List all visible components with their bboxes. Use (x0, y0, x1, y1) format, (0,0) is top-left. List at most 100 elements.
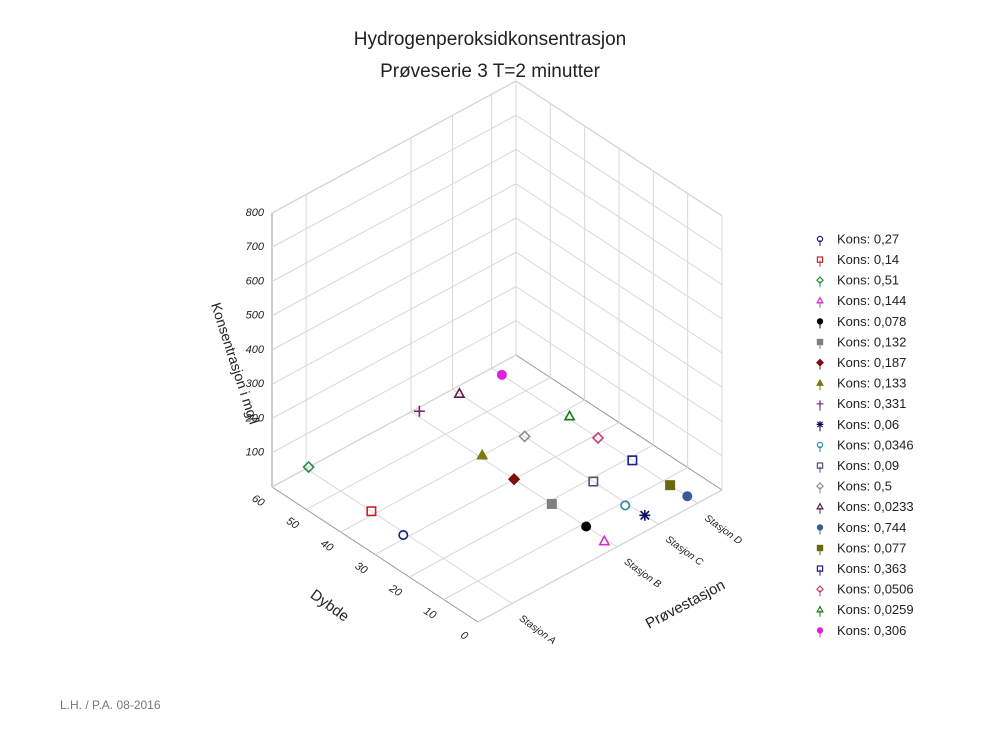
marker-shape (816, 276, 824, 285)
marker-shape (581, 521, 592, 532)
marker (496, 369, 507, 380)
marker (816, 482, 824, 491)
legend-label: Kons: 0,14 (837, 252, 899, 267)
marker (816, 565, 824, 572)
z-tick-label: 800 (246, 207, 265, 219)
legend-item: Kons: 0,132 (816, 334, 906, 349)
marker (816, 235, 824, 243)
marker (816, 524, 824, 531)
marker-shape (507, 473, 521, 486)
z-tick-label: 600 (246, 275, 265, 287)
marker (476, 448, 489, 460)
grid-line (515, 286, 723, 422)
legend-label: Kons: 0,06 (837, 417, 899, 432)
legend-label: Kons: 0,133 (837, 376, 906, 391)
legend-label: Kons: 0,0346 (837, 437, 914, 452)
grid-line (271, 149, 517, 282)
marker-shape (496, 369, 507, 380)
z-tick-label: 400 (246, 344, 265, 356)
y-tick-label: 50 (284, 515, 302, 532)
marker (591, 431, 605, 445)
marker (816, 338, 824, 346)
marker (816, 605, 824, 613)
legend-label: Kons: 0,0233 (837, 499, 914, 514)
grid-line (515, 251, 723, 388)
z-tick-label: 200 (245, 412, 265, 424)
marker (816, 296, 824, 304)
marker-shape (816, 482, 824, 491)
marker (627, 455, 638, 466)
legend-item: Kons: 0,144 (816, 293, 906, 308)
legend-label: Kons: 0,5 (837, 479, 892, 494)
grid-line (515, 320, 723, 457)
grid-line (515, 80, 723, 217)
legend-item: Kons: 0,5 (816, 479, 892, 494)
legend-label: Kons: 0,144 (837, 293, 906, 308)
marker-shape (588, 476, 599, 487)
marker (366, 506, 377, 517)
chart-title: Hydrogenperoksidkonsentrasjon (354, 29, 627, 50)
grid-line (409, 444, 654, 578)
marker-shape (816, 502, 824, 510)
legend-item: Kons: 0,0346 (816, 437, 914, 452)
marker-shape (453, 387, 466, 398)
marker-shape (816, 256, 824, 263)
legend-item: Kons: 0,0506 (816, 582, 914, 597)
y-tick-label: 20 (386, 582, 404, 600)
marker-shape (816, 462, 824, 469)
grid-line (271, 286, 517, 419)
legend-label: Kons: 0,27 (837, 231, 899, 246)
grid-line (271, 80, 517, 214)
legend-item: Kons: 0,078 (816, 314, 906, 329)
legend-label: Kons: 0,077 (837, 540, 906, 555)
x-tick-label: Stasjon D (702, 513, 744, 547)
legend-item: Kons: 0,331 (816, 396, 906, 411)
legend-label: Kons: 0,078 (837, 314, 906, 329)
marker-shape (563, 409, 576, 421)
marker-shape (413, 405, 425, 417)
legend-item: Kons: 0,0233 (816, 499, 914, 514)
marker (816, 544, 824, 552)
marker (816, 462, 824, 469)
y-tick-label: 40 (318, 538, 336, 555)
marker (816, 627, 824, 634)
marker-shape (366, 506, 377, 517)
legend-item: Kons: 0,363 (816, 561, 906, 576)
legend-label: Kons: 0,0259 (837, 602, 914, 617)
marker-shape (816, 565, 824, 572)
legend-item: Kons: 0,06 (816, 417, 899, 432)
legend-label: Kons: 0,0506 (837, 582, 914, 597)
marker (682, 491, 693, 502)
z-tick-label: 700 (246, 241, 265, 253)
z-tick-label: 500 (246, 310, 265, 322)
legend-item: Kons: 0,306 (816, 623, 906, 638)
legend-label: Kons: 0,744 (837, 520, 906, 535)
legend-label: Kons: 0,306 (837, 623, 906, 638)
marker-shape (627, 455, 638, 466)
grid-line (340, 399, 585, 533)
marker (588, 476, 599, 487)
legend-item: Kons: 0,51 (816, 273, 899, 288)
x-tick-label: Stasjon C (663, 534, 705, 569)
legend-label: Kons: 0,187 (837, 355, 906, 370)
marker-shape (816, 296, 824, 304)
marker-shape (816, 318, 824, 325)
y-tick-label: 0 (458, 629, 470, 643)
grid-line (271, 217, 517, 351)
legend-label: Kons: 0,363 (837, 561, 906, 576)
marker-shape (665, 480, 676, 491)
legend-item: Kons: 0,077 (816, 540, 906, 555)
marker (413, 405, 425, 417)
marker-shape (476, 448, 489, 460)
grid-line (515, 114, 723, 251)
marker-shape (620, 500, 631, 511)
legend-item: Kons: 0,09 (816, 458, 899, 473)
legend-item: Kons: 0,14 (816, 252, 899, 267)
marker-shape (816, 441, 824, 449)
marker (639, 509, 651, 521)
marker-shape (816, 544, 824, 552)
marker (563, 409, 576, 421)
legend-label: Kons: 0,132 (837, 334, 906, 349)
marker-shape (816, 421, 824, 428)
